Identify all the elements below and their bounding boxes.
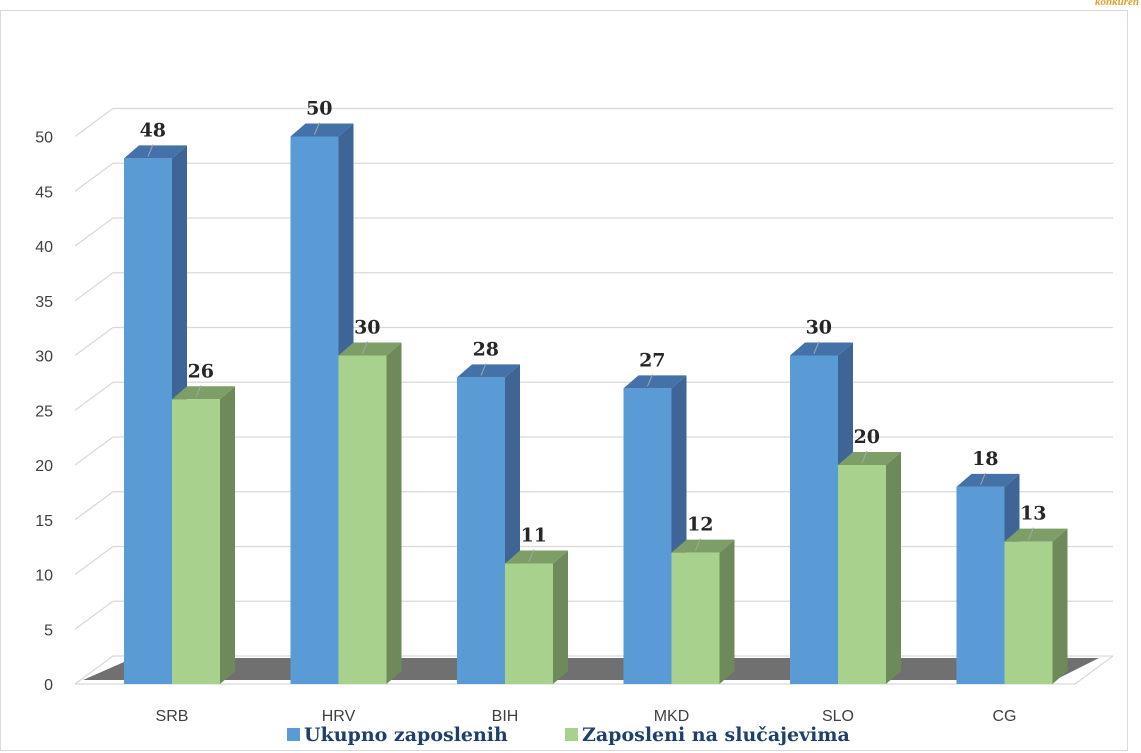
data-label-leader xyxy=(980,472,986,486)
gridline-depth xyxy=(74,381,114,411)
data-label-leader xyxy=(480,363,487,376)
bar-ukupno-srb xyxy=(124,158,172,684)
bar-top-slucajevi-slo xyxy=(838,452,901,465)
data-label-slucajevi-bih: 11 xyxy=(521,525,547,547)
x-tick-label-cg: CG xyxy=(993,708,1017,725)
gridline-depth xyxy=(74,326,114,357)
y-tick-label: 0 xyxy=(44,677,53,694)
data-label-leader xyxy=(813,341,820,354)
y-tick-label: 20 xyxy=(35,458,53,475)
legend-swatch-slucajevi xyxy=(565,728,578,741)
data-label-leader xyxy=(695,538,701,551)
bar-side-slucajevi-mkd xyxy=(719,539,735,684)
bar-ukupno-slo xyxy=(790,355,838,684)
data-label-slucajevi-mkd: 12 xyxy=(687,514,713,536)
data-label-leader xyxy=(147,144,154,157)
data-label-slucajevi-hrv: 30 xyxy=(354,317,380,339)
bar-side-slucajevi-hrv xyxy=(386,342,402,684)
bar-top-slucajevi-bih xyxy=(505,550,568,564)
bar-side-slucajevi-srb xyxy=(220,386,235,684)
bar-side-slucajevi-bih xyxy=(553,550,568,684)
y-tick-label: 25 xyxy=(35,403,53,420)
data-label-slucajevi-cg: 13 xyxy=(1020,503,1046,525)
corner-text: konkuren xyxy=(1094,0,1139,8)
data-label-leader xyxy=(314,122,320,135)
bar-slucajevi-bih xyxy=(505,563,553,684)
data-label-ukupno-bih: 28 xyxy=(473,338,499,360)
data-label-leader xyxy=(861,450,868,464)
bar-side-slucajevi-slo xyxy=(886,452,901,684)
chart-frame xyxy=(0,10,1128,751)
legend-swatch-ukupno xyxy=(287,728,300,741)
bar-top-ukupno-srb xyxy=(124,145,187,159)
gridline-depth xyxy=(74,491,114,521)
bar-slucajevi-srb xyxy=(172,399,220,684)
data-label-leader xyxy=(195,385,202,398)
gridline-depth xyxy=(74,107,114,138)
data-label-ukupno-slo: 30 xyxy=(806,317,832,339)
bar-ukupno-bih xyxy=(457,377,505,684)
x-axis-depth xyxy=(1074,655,1114,685)
y-tick-label: 40 xyxy=(35,239,53,256)
x-tick-label-mkd: MKD xyxy=(654,708,690,725)
y-tick-label: 35 xyxy=(35,294,53,311)
y-tick-label: 15 xyxy=(35,513,53,530)
data-label-ukupno-cg: 18 xyxy=(972,448,998,470)
data-label-slucajevi-srb: 26 xyxy=(188,360,214,382)
bar-top-slucajevi-mkd xyxy=(671,539,735,553)
x-tick-label-bih: BIH xyxy=(492,708,519,725)
bar-top-ukupno-bih xyxy=(457,364,520,378)
gridline-depth xyxy=(74,545,114,576)
bar-top-ukupno-hrv xyxy=(290,123,354,137)
gridline-depth xyxy=(74,272,114,302)
y-tick-label: 30 xyxy=(35,349,53,366)
data-label-leader xyxy=(362,341,368,354)
x-tick-label-slo: SLO xyxy=(822,708,854,725)
bar-top-ukupno-mkd xyxy=(623,375,687,389)
legend-label-slucajevi: Zaposleni na slučajevima xyxy=(582,724,850,746)
gridline-depth xyxy=(74,436,114,466)
bar-slucajevi-mkd xyxy=(671,552,720,684)
bar-top-slucajevi-srb xyxy=(172,386,235,400)
bar-top-slucajevi-cg xyxy=(1004,528,1068,542)
data-label-leader xyxy=(528,549,535,562)
bar-top-ukupno-cg xyxy=(956,473,1020,487)
bar-side-slucajevi-cg xyxy=(1052,528,1068,684)
gridline-depth xyxy=(74,655,114,685)
y-tick-label: 50 xyxy=(35,130,53,147)
x-tick-label-hrv: HRV xyxy=(322,708,356,725)
gridline-depth xyxy=(74,217,114,247)
data-label-ukupno-hrv: 50 xyxy=(306,98,332,120)
y-tick-label: 10 xyxy=(35,568,53,585)
gridline-depth xyxy=(74,600,114,630)
bar-ukupno-mkd xyxy=(623,388,672,684)
bar-ukupno-cg xyxy=(956,486,1005,684)
legend-label-ukupno: Ukupno zaposlenih xyxy=(304,724,508,746)
chart-floor xyxy=(83,658,1099,680)
y-tick-label: 5 xyxy=(44,622,53,639)
gridline-depth xyxy=(74,162,114,192)
bar-slucajevi-slo xyxy=(838,465,886,684)
x-tick-label-srb: SRB xyxy=(156,708,189,725)
data-label-leader xyxy=(1028,527,1034,540)
bar-top-ukupno-slo xyxy=(790,342,853,356)
y-tick-label: 45 xyxy=(35,184,53,201)
data-label-ukupno-mkd: 27 xyxy=(639,349,665,371)
data-label-leader xyxy=(647,374,653,387)
bar-slucajevi-cg xyxy=(1004,541,1053,684)
bar-top-slucajevi-hrv xyxy=(338,342,402,356)
data-label-ukupno-srb: 48 xyxy=(140,119,166,141)
bar-ukupno-hrv xyxy=(290,136,339,684)
bar-slucajevi-hrv xyxy=(338,355,387,684)
data-label-slucajevi-slo: 20 xyxy=(854,426,880,448)
